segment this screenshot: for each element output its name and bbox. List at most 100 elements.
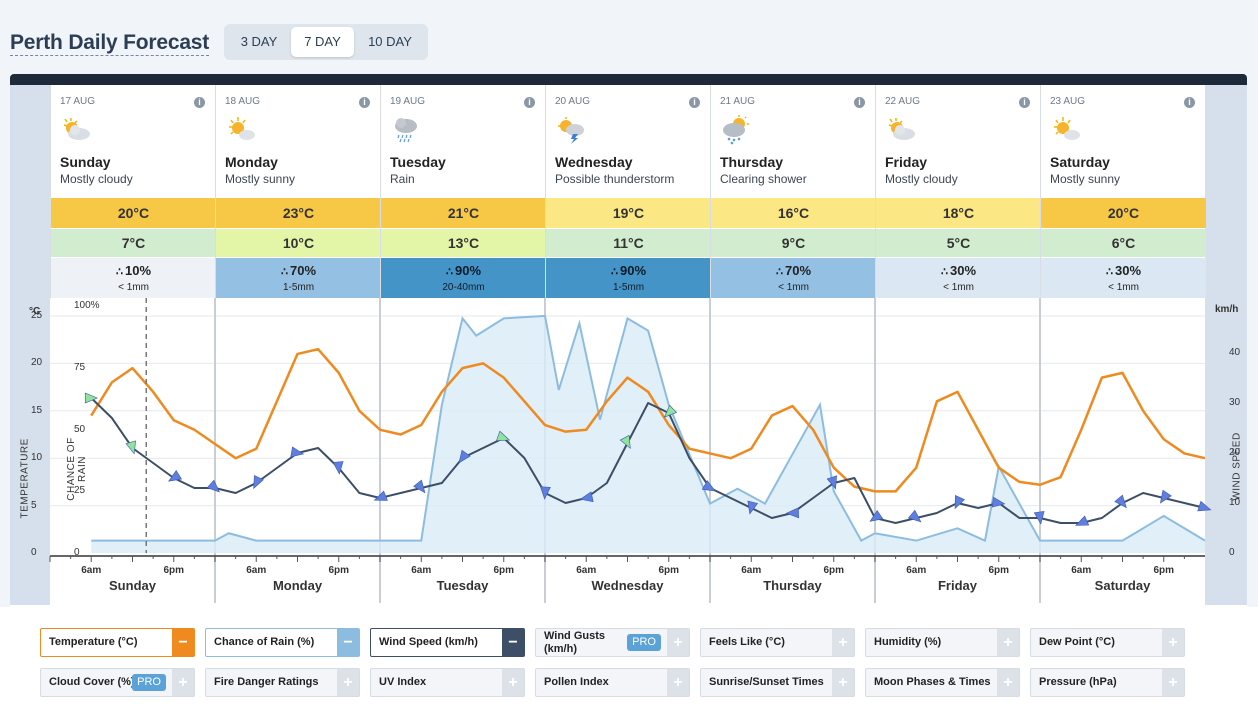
info-icon[interactable]: i <box>524 97 535 108</box>
minus-icon[interactable]: − <box>172 629 194 656</box>
rain-tick-label: 0 <box>74 547 80 558</box>
max-temp: 21°C <box>381 198 546 228</box>
rain-amount: 20-40mm <box>442 282 485 293</box>
day-column-monday[interactable]: 18 AUG i Monday Mostly sunny 23°C 10°C ∴ 70% 1-5… <box>215 85 381 298</box>
wind-direction-arrow <box>701 480 716 492</box>
wind-tick-label: 30 <box>1229 397 1241 408</box>
legend-toggle-wind-speed-km-h[interactable]: Wind Speed (km/h) − <box>370 628 525 657</box>
plus-icon[interactable]: + <box>997 669 1019 696</box>
wind-axis-title: WIND SPEED <box>1231 432 1243 501</box>
legend-toggle-pollen-index[interactable]: Pollen Index + <box>535 668 690 697</box>
plus-icon[interactable]: + <box>667 629 689 656</box>
rain-chance: ∴ 10% <box>51 263 216 278</box>
tab-3-day[interactable]: 3 DAY <box>240 34 278 49</box>
plus-icon[interactable]: + <box>832 629 854 656</box>
legend-toggle-cloud-cover[interactable]: Cloud Cover (%) PRO + <box>40 668 195 697</box>
wind-direction-arrow <box>413 479 426 494</box>
temperature-line <box>90 347 1206 493</box>
day-description: Mostly cloudy <box>60 172 133 186</box>
legend-toggle-uv-index[interactable]: UV Index + <box>370 668 525 697</box>
day-column-tuesday[interactable]: 19 AUG i Tuesday Rain 21°C 13°C ∴ 90% 20-40mm <box>380 85 546 298</box>
rain-chance: ∴ 70% <box>711 263 876 278</box>
page-header: Perth Daily Forecast 3 DAY 7 DAY 10 DAY <box>0 0 1258 74</box>
raindrops-icon: ∴ <box>280 266 288 278</box>
forecast-chart[interactable]: °C km/h TEMPERATURE CHANCE OF RAIN WIND … <box>10 298 1247 607</box>
rain-cell: ∴ 30% < 1mm <box>1041 258 1206 298</box>
wind-direction-arrow <box>747 500 759 515</box>
wind-direction-arrow <box>579 491 594 503</box>
rain-chance-value: 30% <box>949 263 977 278</box>
rain-cell: ∴ 10% < 1mm <box>51 258 216 298</box>
right-axis-strip <box>1205 85 1247 605</box>
plus-icon[interactable]: + <box>337 669 359 696</box>
day-name: Thursday <box>720 154 784 170</box>
legend-toggle-chance-of-rain[interactable]: Chance of Rain (%) − <box>205 628 360 657</box>
pro-badge: PRO <box>132 674 166 691</box>
day-description: Possible thunderstorm <box>555 172 675 186</box>
plus-icon[interactable]: + <box>502 669 524 696</box>
chart-day-label: Saturday <box>1094 578 1151 593</box>
legend-label: Fire Danger Ratings <box>214 676 319 688</box>
day-column-friday[interactable]: 22 AUG i Friday Mostly cloudy 18°C 5°C ∴ 30% < 1… <box>875 85 1041 298</box>
wind-direction-arrow <box>168 470 182 482</box>
wind-line <box>90 397 1206 524</box>
day-description: Rain <box>390 172 415 186</box>
temperature-axis-title: TEMPERATURE <box>19 438 31 519</box>
rain-amount: < 1mm <box>778 282 809 293</box>
legend-toggle-humidity[interactable]: Humidity (%) + <box>865 628 1020 657</box>
wind-direction-arrow <box>785 507 799 519</box>
wind-direction-arrow <box>663 404 678 418</box>
temp-tick-label: 15 <box>31 404 43 416</box>
legend-toggle-moon-phases-times[interactable]: Moon Phases & Times + <box>865 668 1020 697</box>
info-icon[interactable]: i <box>1184 97 1195 108</box>
info-icon[interactable]: i <box>854 97 865 108</box>
wind-tick-label: 20 <box>1229 447 1241 458</box>
raindrops-icon: ∴ <box>1105 266 1113 278</box>
chart-day-label: Sunday <box>109 578 156 593</box>
info-icon[interactable]: i <box>1019 97 1030 108</box>
legend-toggle-sunrise-sunset-times[interactable]: Sunrise/Sunset Times + <box>700 668 855 697</box>
temp-unit-label: °C <box>29 306 41 317</box>
tab-10-day[interactable]: 10 DAY <box>368 34 412 49</box>
legend-toggle-dew-point-c[interactable]: Dew Point (°C) + <box>1030 628 1185 657</box>
rain-amount: < 1mm <box>943 282 974 293</box>
info-icon[interactable]: i <box>359 97 370 108</box>
tab-7-day[interactable]: 7 DAY <box>291 27 354 57</box>
wind-direction-arrow <box>206 479 221 493</box>
max-temp: 20°C <box>1041 198 1206 228</box>
legend-toggle-pressure-hpa[interactable]: Pressure (hPa) + <box>1030 668 1185 697</box>
plus-icon[interactable]: + <box>997 629 1019 656</box>
legend-toggle-feels-like-c[interactable]: Feels Like (°C) + <box>700 628 855 657</box>
raindrops-icon: ∴ <box>445 266 453 278</box>
chart-day-label: Tuesday <box>436 578 489 593</box>
plus-icon[interactable]: + <box>1162 629 1184 656</box>
wind-direction-arrow <box>1159 489 1172 504</box>
legend-label: Feels Like (°C) <box>709 636 785 648</box>
legend-toggle-fire-danger-ratings[interactable]: Fire Danger Ratings + <box>205 668 360 697</box>
day-column-wednesday[interactable]: 20 AUG i Wednesday Possible thunderstorm 19°… <box>545 85 711 298</box>
info-icon[interactable]: i <box>689 97 700 108</box>
time-label-6am: 6am <box>411 565 432 576</box>
plus-icon[interactable]: + <box>832 669 854 696</box>
wind-direction-arrow <box>125 440 137 455</box>
page-title[interactable]: Perth Daily Forecast <box>10 31 210 56</box>
rain-cell: ∴ 30% < 1mm <box>876 258 1041 298</box>
day-column-saturday[interactable]: 23 AUG i Saturday Mostly sunny 20°C 6°C ∴ 30% < … <box>1040 85 1206 298</box>
day-date: 18 AUG <box>225 96 261 107</box>
rain-chance: ∴ 70% <box>216 263 381 278</box>
min-temp: 5°C <box>876 229 1041 257</box>
plus-icon[interactable]: + <box>1162 669 1184 696</box>
plus-icon[interactable]: + <box>172 669 194 696</box>
info-icon[interactable]: i <box>194 97 205 108</box>
time-label-6pm: 6pm <box>1153 565 1175 576</box>
max-temp: 19°C <box>546 198 711 228</box>
day-column-thursday[interactable]: 21 AUG i Thursday Clearing shower 16°C 9°C ∴ 70… <box>710 85 876 298</box>
legend-toggle-temperature-c[interactable]: Temperature (°C) − <box>40 628 195 657</box>
minus-icon[interactable]: − <box>502 629 524 656</box>
wind-direction-arrow <box>1197 500 1212 512</box>
plus-icon[interactable]: + <box>667 669 689 696</box>
day-column-sunday[interactable]: 17 AUG i Sunday Mostly cloudy 20°C 7°C ∴ 10% < 1… <box>50 85 216 298</box>
minus-icon[interactable]: − <box>337 629 359 656</box>
legend-toggle-wind-gusts-km-h[interactable]: Wind Gusts (km/h) PRO + <box>535 628 690 657</box>
temp-tick-label: 0 <box>31 547 37 558</box>
